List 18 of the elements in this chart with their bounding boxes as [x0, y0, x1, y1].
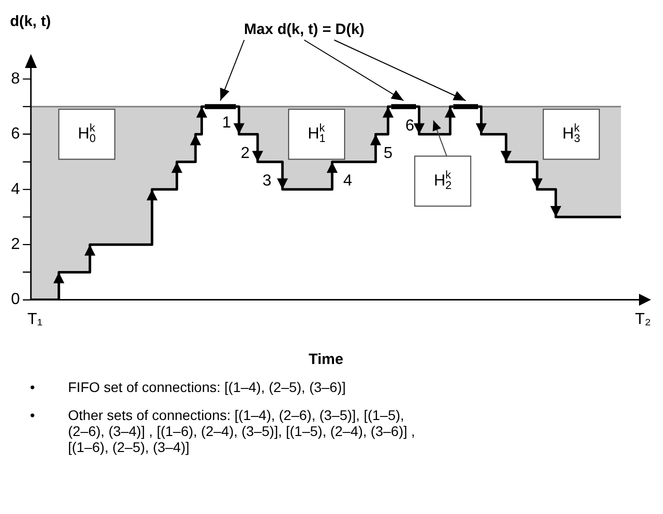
annotation: 5 — [384, 144, 393, 162]
annotation: 4 — [343, 172, 352, 190]
text: • FIFO set of connections: [(1–4), (2–5), (3–6)] — [30, 379, 346, 395]
annotation: 6 — [405, 117, 414, 134]
y-tick-label: 2 — [10, 236, 20, 254]
text: T₂ — [635, 311, 651, 328]
annotation: 1 — [222, 114, 232, 132]
y-tick-label: 4 — [10, 180, 20, 198]
y-tick-label: 8 — [10, 70, 20, 88]
text: T₁ — [27, 311, 42, 328]
annotation: 2 — [240, 144, 250, 162]
x-axis-title: Time — [308, 351, 344, 368]
annotation: 3 — [262, 172, 272, 190]
y-tick-label: 6 — [10, 126, 20, 143]
y-axis-title: d(k, t) — [10, 13, 51, 30]
text: Max d(k, t) = D(k) — [244, 21, 364, 38]
y-tick-label: 0 — [10, 291, 20, 308]
text: • Other sets of connections: [(1–4), (2–6), (3–5)], [(1–5), (2–6), (3–4)] , [(1–6), (2–4), (3–5)], [(1–5), (2–4), (3–6)] , [(1–6), (2–5), (3–4)] — [30, 407, 416, 455]
